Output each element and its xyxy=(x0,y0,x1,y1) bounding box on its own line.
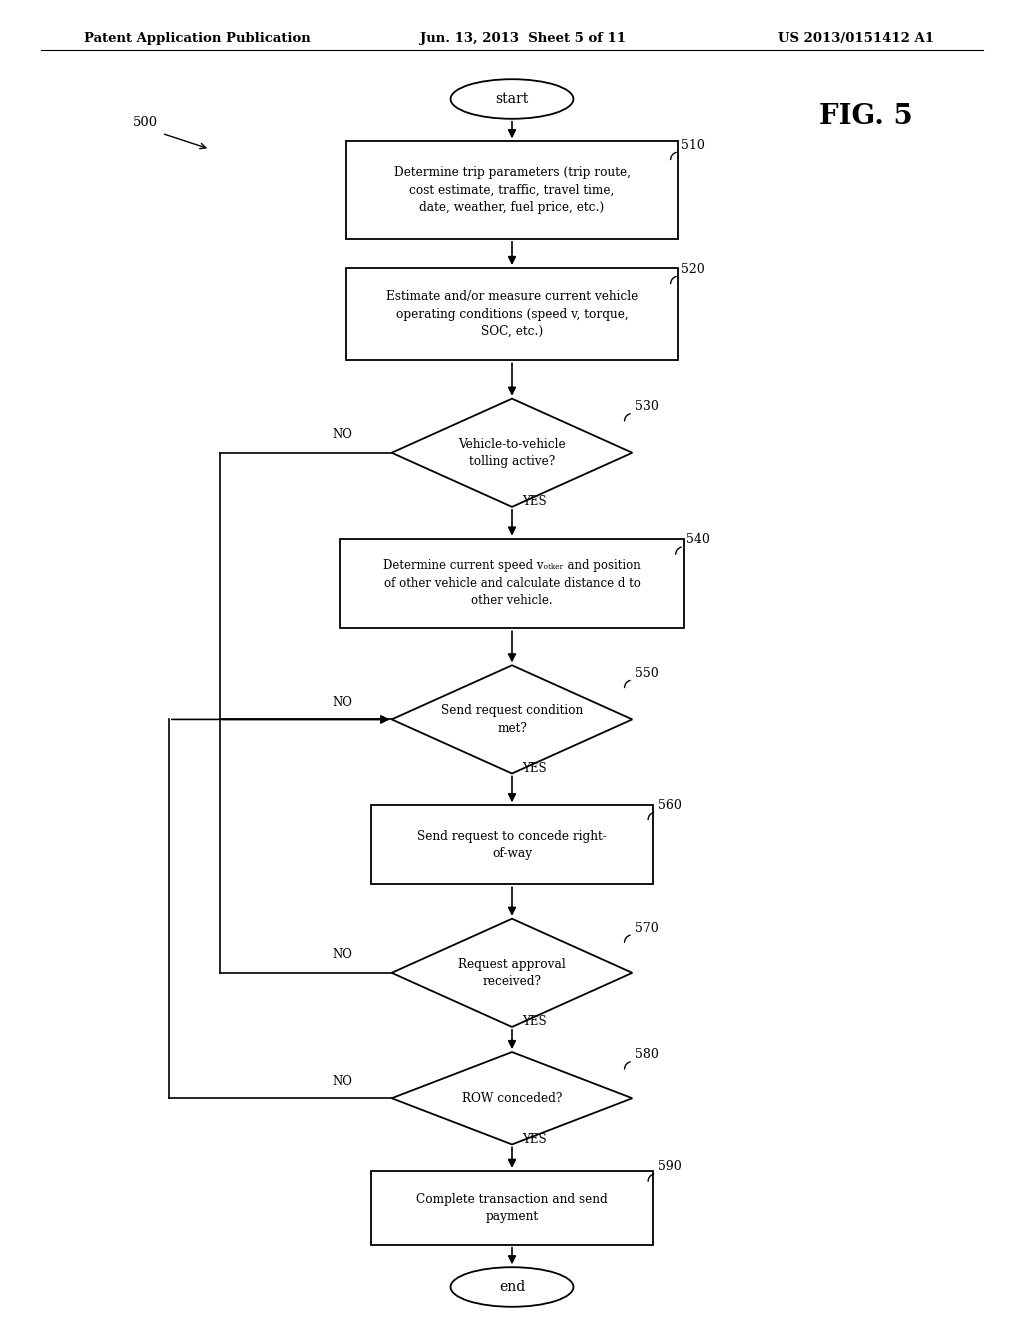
Text: Request approval
received?: Request approval received? xyxy=(458,957,566,989)
Text: Determine current speed vₒₜₖₑᵣ and position
of other vehicle and calculate dista: Determine current speed vₒₜₖₑᵣ and posit… xyxy=(383,560,641,607)
Text: Send request condition
met?: Send request condition met? xyxy=(441,704,583,735)
Text: Vehicle-to-vehicle
tolling active?: Vehicle-to-vehicle tolling active? xyxy=(458,437,566,469)
Text: FIG. 5: FIG. 5 xyxy=(819,103,913,129)
Text: Send request to concede right-
of-way: Send request to concede right- of-way xyxy=(417,829,607,861)
Polygon shape xyxy=(391,665,632,774)
Text: 510: 510 xyxy=(681,139,705,152)
Ellipse shape xyxy=(451,79,573,119)
Text: 560: 560 xyxy=(658,799,682,812)
Text: Determine trip parameters (trip route,
cost estimate, traffic, travel time,
date: Determine trip parameters (trip route, c… xyxy=(393,166,631,214)
Ellipse shape xyxy=(451,1267,573,1307)
FancyBboxPatch shape xyxy=(346,268,679,360)
Text: NO: NO xyxy=(333,428,352,441)
Text: NO: NO xyxy=(333,948,352,961)
FancyBboxPatch shape xyxy=(346,141,679,239)
Text: US 2013/0151412 A1: US 2013/0151412 A1 xyxy=(778,32,934,45)
Text: 530: 530 xyxy=(635,400,658,413)
Text: 550: 550 xyxy=(635,667,658,680)
Text: 580: 580 xyxy=(635,1048,658,1061)
Text: ROW conceded?: ROW conceded? xyxy=(462,1092,562,1105)
Text: 570: 570 xyxy=(635,921,658,935)
FancyBboxPatch shape xyxy=(371,1171,653,1245)
Text: 520: 520 xyxy=(681,263,705,276)
Text: start: start xyxy=(496,92,528,106)
Text: YES: YES xyxy=(522,1133,547,1146)
Text: NO: NO xyxy=(333,1074,352,1088)
Text: Estimate and/or measure current vehicle
operating conditions (speed v, torque,
S: Estimate and/or measure current vehicle … xyxy=(386,290,638,338)
Text: Complete transaction and send
payment: Complete transaction and send payment xyxy=(416,1192,608,1224)
Text: end: end xyxy=(499,1280,525,1294)
Text: 590: 590 xyxy=(658,1160,682,1173)
Text: 500: 500 xyxy=(133,116,159,129)
Text: 540: 540 xyxy=(686,533,710,546)
Text: Patent Application Publication: Patent Application Publication xyxy=(84,32,310,45)
Text: Jun. 13, 2013  Sheet 5 of 11: Jun. 13, 2013 Sheet 5 of 11 xyxy=(420,32,626,45)
Polygon shape xyxy=(391,1052,632,1144)
FancyBboxPatch shape xyxy=(340,539,684,628)
FancyBboxPatch shape xyxy=(371,805,653,884)
Text: YES: YES xyxy=(522,762,547,775)
Polygon shape xyxy=(391,919,632,1027)
Text: NO: NO xyxy=(333,696,352,709)
Text: YES: YES xyxy=(522,1015,547,1028)
Polygon shape xyxy=(391,399,632,507)
Text: YES: YES xyxy=(522,495,547,508)
